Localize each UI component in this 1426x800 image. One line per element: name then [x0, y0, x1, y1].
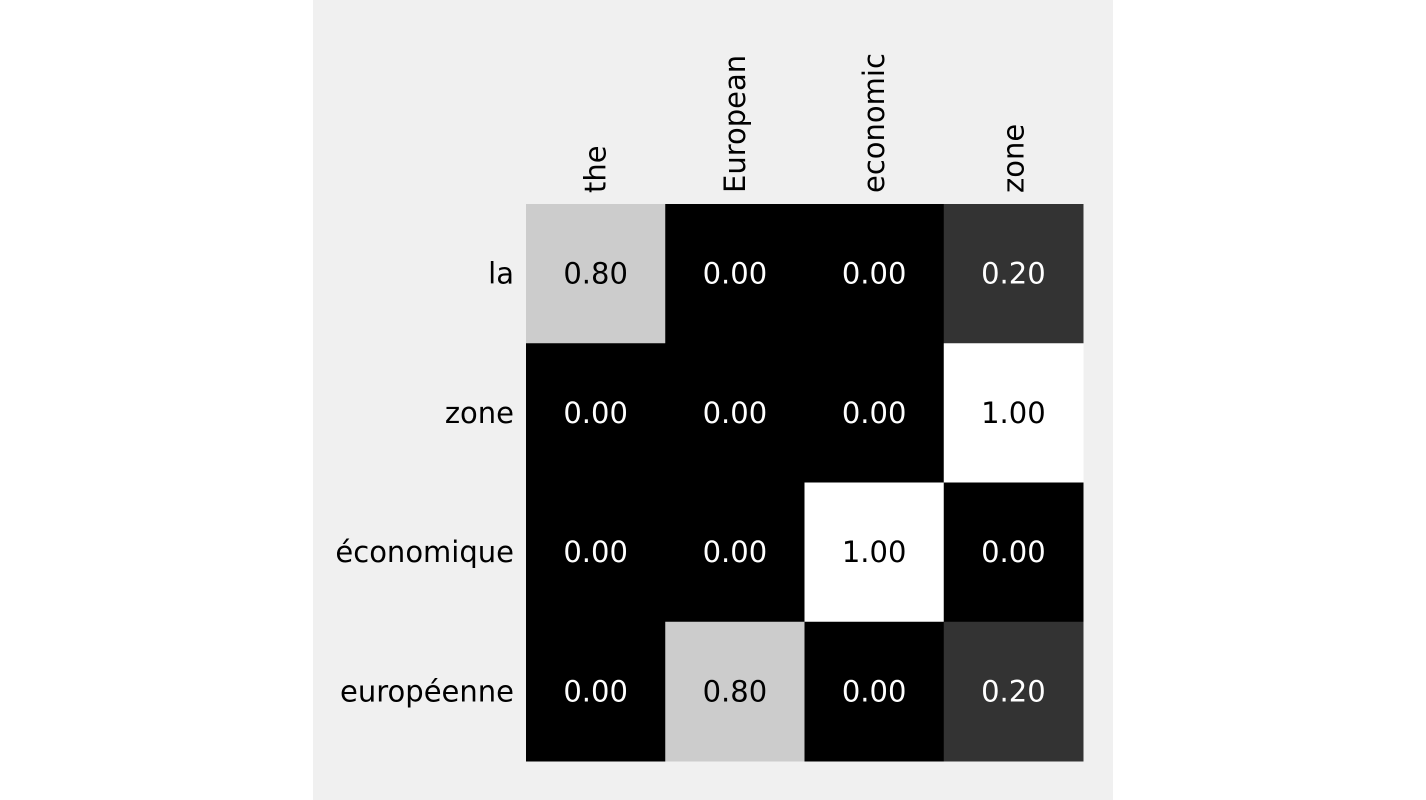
column-label: European: [718, 55, 752, 193]
heatmap-cell-r3-c0: [526, 621, 666, 762]
row-label: la: [488, 257, 514, 291]
cell-value-r0-c1: 0.00: [703, 257, 768, 291]
figure-background: 0.80 0.00 0.00 0.20 0.00 0.00 0.00 1.00 0.00 0.00…: [313, 0, 1113, 800]
heatmap-cell-r0-c2: [804, 204, 945, 344]
column-labels: the European economic zone: [579, 53, 1031, 193]
heatmap-cell-r1-c2: [804, 343, 945, 483]
cell-value-r3-c3: 0.20: [981, 674, 1046, 708]
heatmap-cell-r2-c3: [943, 482, 1084, 623]
heatmap-cell-r0-c3: [943, 204, 1084, 344]
heatmap-cell-r0-c1: [665, 204, 805, 344]
heatmap-cell-r0-c0: [526, 204, 666, 344]
column-label: economic: [857, 53, 891, 193]
cell-value-r0-c2: 0.00: [842, 257, 907, 291]
heatmap-cell-r3-c1: [665, 621, 805, 762]
cell-value-r2-c0: 0.00: [563, 535, 628, 569]
cell-value-r1-c3: 1.00: [981, 396, 1046, 430]
heatmap-cell-values: 0.80 0.00 0.00 0.20 0.00 0.00 0.00 1.00 0.00 0.00…: [563, 257, 1045, 709]
heatmap-cell-r2-c1: [665, 482, 805, 623]
cell-value-r1-c1: 0.00: [703, 396, 768, 430]
heatmap-cell-r2-c0: [526, 482, 666, 623]
heatmap-cell-r3-c2: [804, 621, 945, 762]
cell-value-r3-c0: 0.00: [563, 674, 628, 708]
cell-value-r0-c0: 0.80: [563, 257, 628, 291]
heatmap-cell-r1-c3: [943, 343, 1084, 483]
cell-value-r1-c2: 0.00: [842, 396, 907, 430]
cell-value-r2-c3: 0.00: [981, 535, 1046, 569]
column-label: zone: [996, 124, 1030, 193]
heatmap-cell-r3-c3: [943, 621, 1084, 762]
heatmap-cells: [526, 204, 1084, 762]
row-label: zone: [445, 396, 514, 430]
heatmap-cell-r2-c2: [804, 482, 945, 623]
heatmap-cell-r1-c1: [665, 343, 805, 483]
cell-value-r0-c3: 0.20: [981, 257, 1046, 291]
cell-value-r3-c1: 0.80: [703, 674, 768, 708]
row-labels: la zone économique européenne: [335, 257, 514, 709]
heatmap-cell-r1-c0: [526, 343, 666, 483]
column-label: the: [579, 145, 613, 193]
row-label: européenne: [340, 674, 514, 708]
row-label: économique: [335, 535, 514, 569]
heatmap-chart: 0.80 0.00 0.00 0.20 0.00 0.00 0.00 1.00 0.00 0.00…: [335, 53, 1084, 762]
cell-value-r1-c0: 0.00: [563, 396, 628, 430]
cell-value-r2-c1: 0.00: [703, 535, 768, 569]
cell-value-r2-c2: 1.00: [842, 535, 907, 569]
cell-value-r3-c2: 0.00: [842, 674, 907, 708]
